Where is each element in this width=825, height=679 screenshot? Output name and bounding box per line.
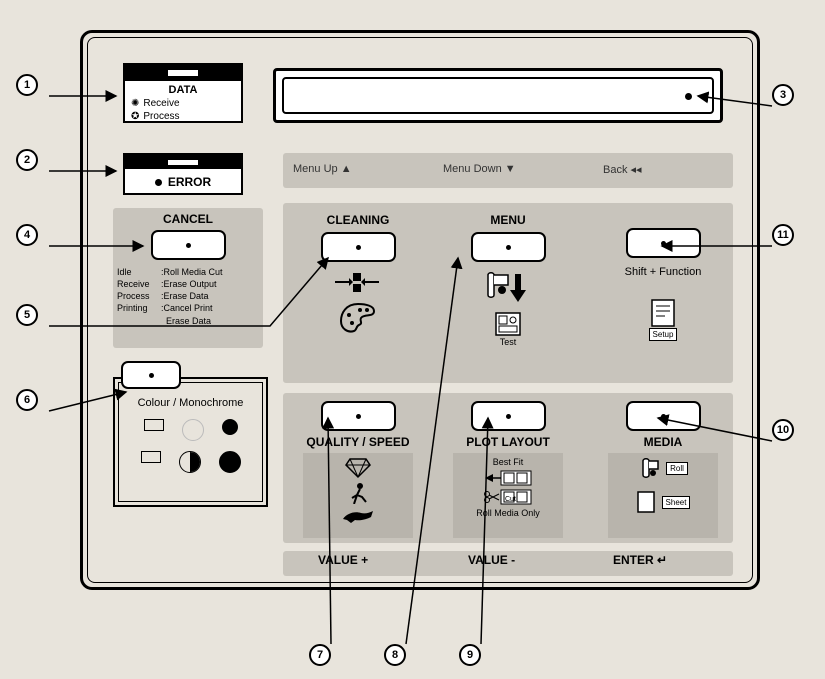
colour-monochrome-block: Colour / Monochrome [113, 377, 268, 507]
test-page-icon [493, 311, 523, 337]
align-icon [333, 270, 383, 295]
plot-layout-column: PLOT LAYOUT Best Fit Cut Roll Media Onl [443, 395, 573, 538]
data-process-label: Process [143, 110, 179, 123]
shift-column: Shift + Function Setup [598, 205, 728, 341]
menu-button[interactable] [471, 232, 546, 262]
gear-icon: ✪ [131, 110, 139, 123]
circle-grey-icon [182, 419, 204, 441]
test-label: Test [500, 337, 517, 347]
cancel-block: CANCEL Idle: Roll Media Cut Receive: Era… [113, 208, 263, 348]
error-led-icon [155, 179, 162, 186]
cut-text: Cut [505, 496, 516, 503]
callout-1: 1 [16, 74, 38, 96]
cut-layout-icon: Cut [483, 489, 533, 505]
setup-page-icon [649, 298, 677, 328]
lcd-display [273, 68, 723, 123]
callout-9: 9 [459, 644, 481, 666]
cleaning-button[interactable] [321, 232, 396, 262]
circle-fill-icon [219, 451, 241, 473]
best-fit-label: Best Fit [493, 457, 524, 467]
value-minus-label: VALUE - [468, 553, 515, 567]
value-plus-label: VALUE + [318, 553, 368, 567]
control-panel: DATA ✺ Receive ✪ Process ERROR Menu Up ▲… [80, 30, 760, 590]
roll-label: Roll [666, 462, 688, 475]
menu-nav-labels: Menu Up ▲ Menu Down ▼ Back ◂◂ [293, 163, 723, 183]
running-man-icon [344, 482, 372, 504]
data-box-topbar [125, 65, 241, 81]
callout-10: 10 [772, 419, 794, 441]
sheet-label: Sheet [662, 496, 691, 509]
cleaning-column: CLEANING [293, 205, 423, 336]
media-title: MEDIA [598, 435, 728, 449]
cheetah-icon [341, 507, 375, 525]
media-button[interactable] [626, 401, 701, 431]
cancel-action-list: Idle: Roll Media Cut Receive: Erase Outp… [117, 266, 259, 327]
data-title: DATA [131, 83, 235, 97]
menu-down-label: Menu Down ▼ [443, 163, 516, 175]
callout-6: 6 [16, 389, 38, 411]
cancel-title: CANCEL [117, 212, 259, 226]
shift-function-label: Shift + Function [598, 266, 728, 278]
data-receive-label: Receive [143, 97, 179, 110]
callout-5: 5 [16, 304, 38, 326]
cancel-button[interactable] [151, 230, 226, 260]
colour-mono-button[interactable] [121, 361, 181, 389]
roll-media-only-label: Roll Media Only [476, 508, 540, 518]
circle-half-icon [179, 451, 201, 473]
callout-2: 2 [16, 149, 38, 171]
menu-up-label: Menu Up ▲ [293, 163, 352, 175]
cleaning-title: CLEANING [293, 213, 423, 227]
diamond-icon [344, 457, 372, 479]
quality-speed-button[interactable] [321, 401, 396, 431]
menu-back-label: Back ◂◂ [603, 163, 642, 176]
sun-icon: ✺ [131, 97, 139, 110]
quality-speed-title: QUALITY / SPEED [293, 435, 423, 449]
roll-down-icon [478, 270, 538, 305]
data-indicator-box: DATA ✺ Receive ✪ Process [123, 63, 243, 123]
quality-speed-column: QUALITY / SPEED [293, 395, 423, 538]
setup-label: Setup [649, 328, 678, 341]
plot-layout-title: PLOT LAYOUT [443, 435, 573, 449]
error-indicator-box: ERROR [123, 153, 243, 195]
shift-button[interactable] [626, 228, 701, 258]
best-fit-icon [483, 470, 533, 486]
error-box-topbar [125, 155, 241, 169]
display-dot-icon [685, 93, 692, 100]
callout-7: 7 [309, 644, 331, 666]
roll-icon [638, 457, 660, 479]
circle-small-fill-icon [222, 419, 238, 435]
callout-3: 3 [772, 84, 794, 106]
enter-label: ENTER ↵ [613, 553, 667, 567]
callout-11: 11 [772, 224, 794, 246]
media-column: MEDIA Roll Sheet [598, 395, 728, 538]
sheet-icon [636, 490, 656, 514]
error-label: ERROR [168, 175, 211, 189]
callout-8: 8 [384, 644, 406, 666]
callout-4: 4 [16, 224, 38, 246]
menu-title: MENU [443, 213, 573, 227]
palette-icon [338, 301, 378, 336]
plot-layout-button[interactable] [471, 401, 546, 431]
menu-column: MENU Test [443, 205, 573, 347]
